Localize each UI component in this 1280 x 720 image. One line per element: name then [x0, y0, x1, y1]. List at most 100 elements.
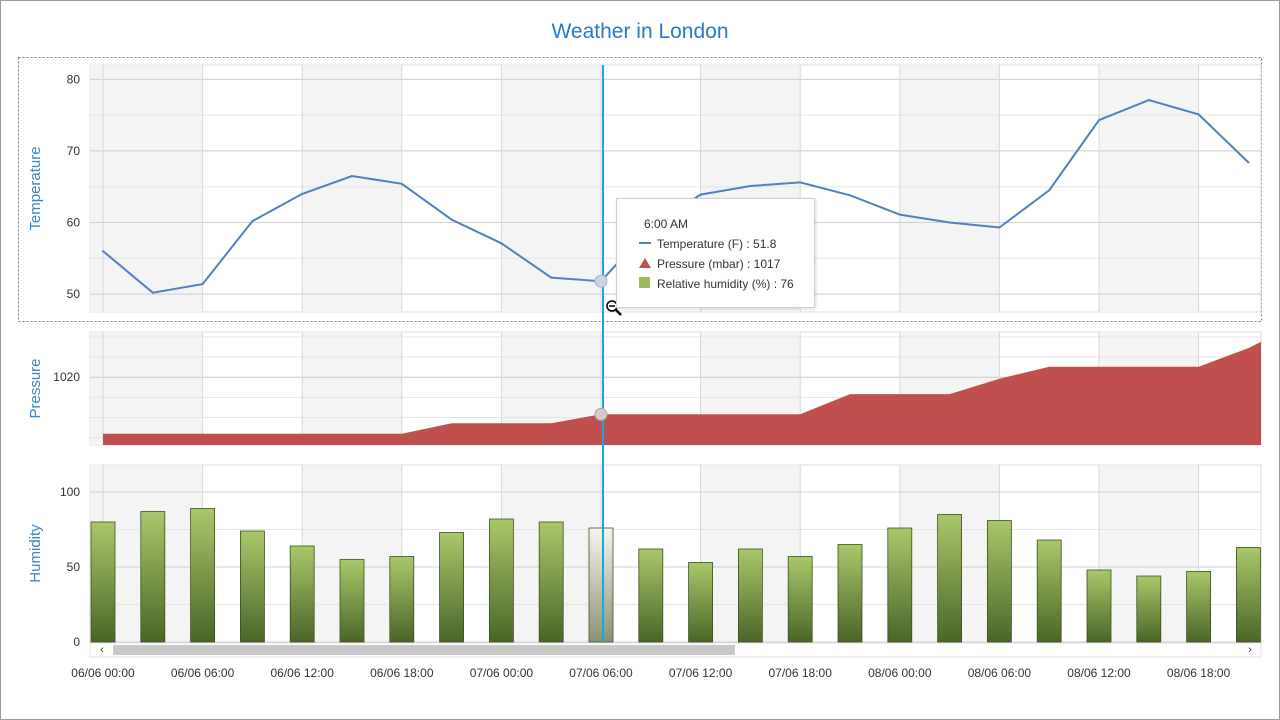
temperature-point: [1098, 119, 1100, 122]
humidity-bar: [837, 544, 863, 643]
tooltip-row-humidity: Relative humidity (%) : 76: [639, 276, 794, 292]
temperature-point: [998, 226, 1001, 229]
x-tick-label: 07/06 06:00: [569, 666, 633, 680]
pressure-highlight-point: [594, 407, 608, 421]
temperature-point: [450, 218, 453, 221]
humidity-bar: [389, 556, 415, 643]
zoom-handle: [615, 309, 622, 316]
humidity-bar: [1086, 569, 1112, 643]
tooltip-row-temperature: Temperature (F) : 51.8: [639, 236, 776, 252]
line-legend-icon: [639, 237, 651, 252]
humidity-bar: [538, 521, 564, 643]
temperature-point: [550, 276, 553, 279]
temperature-highlight-point: [594, 274, 608, 288]
humidity-bar: [239, 530, 265, 643]
chart-title: Weather in London: [551, 20, 729, 43]
temperature-point: [151, 291, 154, 294]
pane-humidity: 0 50 100 Humidity: [27, 464, 1262, 649]
x-tick-label: 06/06 18:00: [370, 666, 434, 680]
humidity-bar: [787, 556, 813, 643]
strip-band: [501, 65, 601, 312]
strip-band: [103, 65, 203, 312]
humidity-bar: [738, 548, 763, 643]
humidity-bar: [987, 520, 1012, 643]
y-tick-label: 50: [67, 560, 81, 574]
x-tick-label: 06/06 00:00: [71, 666, 135, 680]
y-tick-label: 80: [67, 72, 81, 86]
temperature-point: [849, 194, 851, 197]
chevron-left-icon[interactable]: ‹: [100, 644, 104, 656]
humidity-bar: [439, 532, 465, 643]
x-tick-label: 07/06 00:00: [470, 666, 534, 680]
humidity-bar: [1186, 571, 1211, 643]
strip-band: [90, 332, 103, 445]
x-tick-label: 06/06 06:00: [171, 666, 235, 680]
x-tick-label: 07/06 12:00: [669, 666, 733, 680]
y-tick-label: 70: [67, 144, 81, 158]
tooltip-pressure-text: Pressure (mbar) : 1017: [657, 257, 781, 271]
y-tick-label: 0: [73, 635, 80, 649]
temperature-point: [948, 221, 951, 224]
humidity-bar: [1236, 547, 1261, 643]
strip-band: [1099, 65, 1199, 312]
pressure-area: [103, 341, 1261, 445]
humidity-bar: [190, 508, 216, 643]
strip-band: [302, 332, 402, 445]
temperature-point: [1197, 113, 1200, 116]
temperature-point: [500, 242, 503, 245]
temperature-point: [400, 182, 403, 185]
temperature-point: [799, 181, 802, 184]
humidity-bar: [1136, 575, 1162, 643]
temperature-point: [749, 184, 752, 187]
chevron-right-icon[interactable]: ›: [1248, 644, 1252, 656]
humidity-bar: [488, 518, 514, 643]
tooltip-temperature-text: Temperature (F) : 51.8: [657, 237, 777, 251]
temperature-point: [351, 174, 353, 177]
y-tick-label: 50: [67, 287, 81, 301]
y-tick-label: 1020: [53, 370, 80, 384]
humidity-bar: [588, 527, 614, 643]
y-axis-title: Temperature: [27, 146, 44, 230]
temperature-point: [201, 283, 204, 286]
temperature-point: [102, 250, 104, 253]
pane-pressure: 1020 Pressure: [27, 331, 1262, 446]
humidity-bar: [339, 559, 365, 643]
strip-band: [899, 65, 1000, 312]
temperature-point: [898, 213, 901, 216]
tooltip-row-pressure: Pressure (mbar) : 1017: [639, 256, 780, 272]
square-legend-icon: [639, 276, 651, 292]
temperature-point: [1247, 161, 1250, 164]
humidity-bar: [90, 521, 116, 643]
temperature-point: [301, 192, 304, 195]
humidity-bar: [887, 527, 913, 643]
x-tick-label: 06/06 12:00: [270, 666, 334, 680]
y-tick-label: 60: [67, 216, 81, 230]
tooltip-humidity-text: Relative humidity (%) : 76: [657, 277, 794, 291]
humidity-bar: [937, 514, 962, 643]
crosshair-tooltip: 6:00 AM Temperature (F) : 51.8 Pressure …: [616, 198, 815, 308]
humidity-bar: [688, 562, 713, 643]
y-axis-title: Humidity: [27, 524, 44, 583]
humidity-bar: [1036, 539, 1062, 643]
scrollbar-thumb[interactable]: [113, 645, 735, 655]
humidity-bar: [638, 548, 664, 643]
humidity-bar: [289, 545, 315, 643]
pane-temperature: 50 60 70 80 Temperature: [27, 64, 1262, 313]
tooltip-header: 6:00 AM: [644, 217, 689, 231]
humidity-bar: [140, 511, 166, 643]
strip-band: [103, 332, 203, 445]
y-tick-label: 100: [60, 485, 80, 499]
temperature-point: [251, 220, 254, 223]
temperature-point: [1147, 99, 1150, 102]
x-tick-label: 08/06 18:00: [1167, 666, 1231, 680]
y-axis-title: Pressure: [27, 358, 44, 418]
x-tick-label: 08/06 06:00: [968, 666, 1032, 680]
temperature-point: [699, 193, 702, 196]
pane-selection-frame: [18, 57, 1262, 322]
x-tick-label: 08/06 12:00: [1067, 666, 1131, 680]
plot-area: [89, 464, 1262, 643]
x-tick-label: 08/06 00:00: [868, 666, 932, 680]
temperature-point: [1048, 189, 1051, 192]
x-tick-label: 07/06 18:00: [768, 666, 832, 680]
